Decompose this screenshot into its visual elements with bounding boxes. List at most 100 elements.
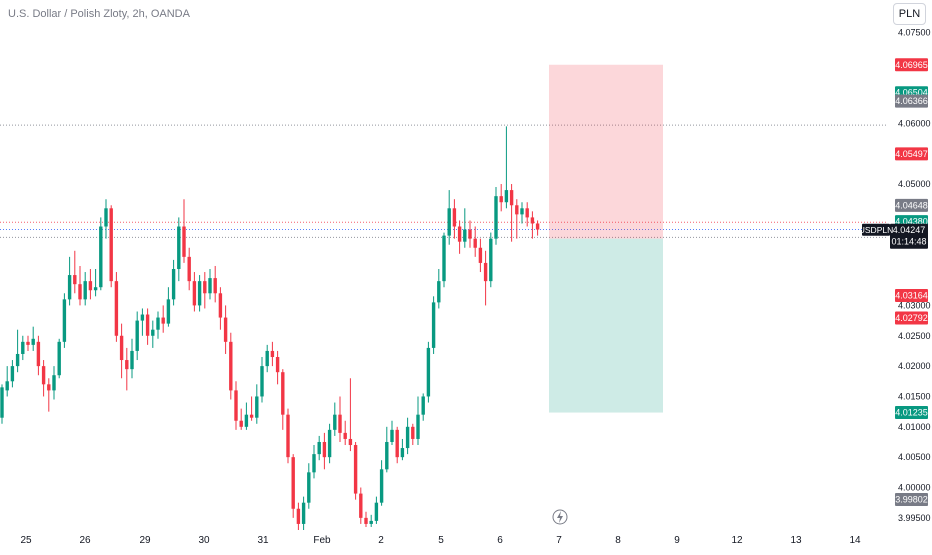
candle-body xyxy=(234,390,238,421)
candle-body xyxy=(161,317,165,324)
time-tick-label: Feb xyxy=(313,535,331,546)
price-tick-label: 3.99500 xyxy=(898,513,931,523)
price-label-text: 4.05497 xyxy=(895,149,928,159)
candle-body xyxy=(468,229,472,239)
candle-body xyxy=(348,438,353,446)
candle-body xyxy=(296,508,301,524)
time-tick-label: 13 xyxy=(790,535,802,546)
time-tick-label: 31 xyxy=(257,535,269,546)
candle-body xyxy=(286,414,290,458)
candle-body xyxy=(535,223,540,230)
price-tick-label: 4.05000 xyxy=(898,179,931,189)
candle-body xyxy=(203,281,207,294)
candle-body xyxy=(390,429,394,442)
candle-body xyxy=(244,414,249,427)
last-price-box xyxy=(890,223,928,249)
candle-body xyxy=(125,360,129,370)
candle-body xyxy=(130,350,134,370)
candle-body xyxy=(411,426,415,439)
candle-body xyxy=(379,469,384,503)
candle-body xyxy=(442,235,446,282)
currency-button[interactable]: PLN xyxy=(893,3,926,25)
time-tick-label: 25 xyxy=(20,535,32,546)
candle-body xyxy=(41,366,46,385)
price-label-box xyxy=(895,493,928,507)
candle-body xyxy=(400,448,405,458)
candle-body xyxy=(88,281,93,291)
candle-body xyxy=(525,208,529,218)
candle-body xyxy=(473,238,477,248)
candle-body xyxy=(52,375,56,391)
candle-body xyxy=(405,426,410,449)
countdown-text: 01:14:48 xyxy=(891,237,926,247)
candle-body xyxy=(301,502,306,524)
price-label-box xyxy=(895,288,928,302)
price-tick-label: 4.00500 xyxy=(898,452,931,462)
candle-body xyxy=(218,293,223,318)
time-tick-label: 26 xyxy=(79,535,91,546)
time-tick-label: 9 xyxy=(674,535,680,546)
time-axis: 25 26 29 30 31 Feb 2 5 6 7 8 9 12 13 14 xyxy=(20,535,861,546)
candle-body xyxy=(327,429,332,458)
chart-title: U.S. Dollar / Polish Zloty, 2h, OANDA xyxy=(8,8,190,20)
candle-body xyxy=(374,502,379,521)
price-tick-label: 4.01000 xyxy=(898,422,931,432)
candle-body xyxy=(135,320,139,351)
symbol-box xyxy=(862,223,890,236)
candle-body xyxy=(431,302,436,348)
candle-body xyxy=(369,520,373,524)
candle-body xyxy=(364,517,368,524)
price-label-box xyxy=(895,147,928,161)
candle-body xyxy=(62,299,67,342)
misc-marks xyxy=(552,509,568,525)
candle-body xyxy=(499,196,503,203)
candle-body xyxy=(343,432,347,439)
price-label-text: 4.02792 xyxy=(895,313,928,323)
candle-body xyxy=(114,281,119,336)
candle-body xyxy=(421,396,425,415)
time-tick-label: 7 xyxy=(556,535,562,546)
price-label-text: 4.06504 xyxy=(895,88,928,98)
time-tick-label: 2 xyxy=(378,535,384,546)
price-tick-label: 4.02000 xyxy=(898,361,931,371)
candle-body xyxy=(457,226,462,242)
candles xyxy=(0,126,540,530)
price-tick-label: 4.02500 xyxy=(898,331,931,341)
candle-body xyxy=(99,226,103,288)
candle-body xyxy=(385,441,389,470)
candle-body xyxy=(36,341,41,367)
lightning-bolt-icon xyxy=(557,511,563,523)
price-label-box xyxy=(895,58,928,72)
time-tick-label: 8 xyxy=(615,535,621,546)
candle-body xyxy=(317,441,321,455)
candle-body xyxy=(119,335,124,361)
candle-body xyxy=(47,384,51,391)
price-axis: 4.07500 4.06000 4.05000 4.03000 4.02500 4.020… xyxy=(898,27,931,523)
time-tick-label: 29 xyxy=(139,535,151,546)
candle-body xyxy=(151,329,155,336)
candle-body xyxy=(166,299,171,324)
symbol-text: USDPLN xyxy=(859,225,893,235)
candle-body xyxy=(494,196,498,239)
price-tick-label: 4.06000 xyxy=(898,118,931,128)
candle-body xyxy=(281,372,285,415)
candle-body xyxy=(104,208,108,227)
candle-body xyxy=(504,190,509,203)
candle-body xyxy=(208,278,212,294)
time-tick-label: 6 xyxy=(497,535,503,546)
candle-body xyxy=(187,256,191,282)
candle-body xyxy=(426,347,431,397)
price-label-box xyxy=(895,406,928,420)
last-price-text: 4.04247 xyxy=(893,225,926,235)
candle-body xyxy=(265,350,269,367)
candle-body xyxy=(57,341,61,376)
candle-body xyxy=(307,472,311,503)
take-profit-zone xyxy=(549,238,663,413)
candle-body xyxy=(109,208,113,282)
candle-body xyxy=(489,238,493,282)
candle-body xyxy=(229,341,233,391)
candle-body xyxy=(31,338,35,345)
time-tick-label: 30 xyxy=(198,535,210,546)
